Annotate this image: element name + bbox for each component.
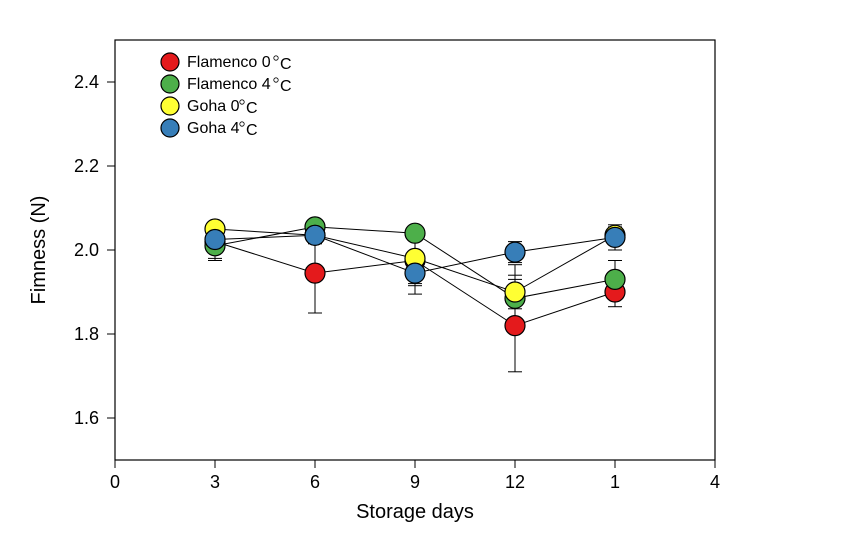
x-tick-label: 9 — [410, 472, 420, 492]
x-tick-label: 1 — [610, 472, 620, 492]
data-point-flamenco4 — [605, 269, 625, 289]
data-point-goha4 — [305, 225, 325, 245]
data-point-flamenco0 — [305, 263, 325, 283]
legend-label: Goha 4 — [187, 120, 240, 137]
legend-label: Goha 0 — [187, 98, 240, 115]
data-point-goha4 — [205, 230, 225, 250]
data-point-flamenco0 — [505, 316, 525, 336]
legend-unit: C — [246, 100, 258, 117]
x-axis-title: Storage days — [356, 501, 474, 523]
x-tick-label: 3 — [210, 472, 220, 492]
y-axis-title: Fimness (N) — [28, 196, 50, 305]
y-tick-label: 2.4 — [74, 72, 99, 92]
legend-unit: C — [280, 78, 292, 95]
y-tick-label: 2.0 — [74, 240, 99, 260]
chart-svg: 0 3 6 9 12 1 4 Storage days 1.6 1.8 2.0 2.2 2.4 Fimne… — [0, 0, 853, 552]
chart-background — [0, 0, 853, 552]
legend-marker — [161, 119, 179, 137]
data-point-goha0 — [505, 282, 525, 302]
legend-label: Flamenco 0 — [187, 54, 271, 71]
legend-unit: C — [246, 122, 258, 139]
y-tick-label: 2.2 — [74, 156, 99, 176]
data-point-flamenco4 — [405, 223, 425, 243]
legend-unit: C — [280, 56, 292, 73]
legend-marker — [161, 75, 179, 93]
x-tick-label: 12 — [505, 472, 525, 492]
legend-label: Flamenco 4 — [187, 76, 271, 93]
x-tick-label: 0 — [110, 472, 120, 492]
y-tick-label: 1.8 — [74, 324, 99, 344]
data-point-goha4 — [605, 227, 625, 247]
data-point-goha4 — [505, 242, 525, 262]
data-point-goha4 — [405, 263, 425, 283]
legend-marker — [161, 97, 179, 115]
firmness-chart: { "chart": { "type": "scatter-line-error… — [0, 0, 853, 552]
y-tick-label: 1.6 — [74, 408, 99, 428]
legend-marker — [161, 53, 179, 71]
x-tick-label: 6 — [310, 472, 320, 492]
x-tick-label: 4 — [710, 472, 720, 492]
